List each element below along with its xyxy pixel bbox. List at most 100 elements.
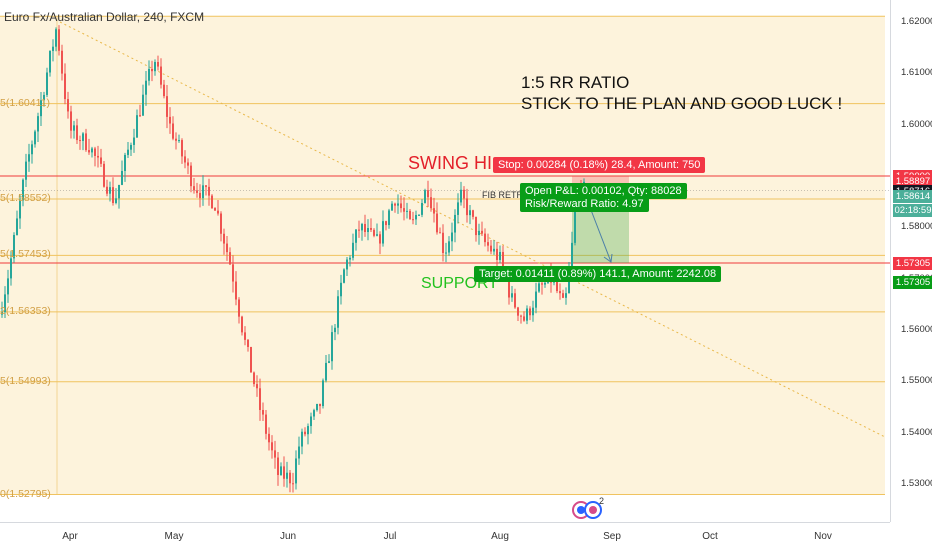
candle-body (268, 433, 270, 443)
candle-body (379, 234, 381, 244)
candle-body (565, 293, 567, 298)
candle-body (373, 229, 375, 236)
candle-body (520, 315, 522, 317)
candle-body (376, 234, 378, 236)
candle-body (415, 214, 417, 220)
candle-body (358, 229, 360, 231)
fib-level-label: 5(1.60411) (0, 96, 51, 109)
candle-body (364, 223, 366, 233)
candle-body (406, 210, 408, 212)
price-tick-label: 1.54000 (901, 426, 932, 438)
candle-body (466, 198, 468, 216)
candle-body (91, 148, 93, 153)
candle-body (481, 230, 483, 234)
candle-body (319, 403, 321, 407)
time-scale[interactable]: Apr May Jun Jul Aug Sep Oct Nov (0, 522, 890, 551)
stop-tag[interactable]: Stop: 0.00284 (0.18%) 28.4, Amount: 750 (493, 157, 706, 173)
candle-body (307, 426, 309, 435)
projection-arrow[interactable] (0, 190, 890, 263)
candle-body (142, 94, 144, 116)
time-tick-label: Aug (491, 531, 509, 542)
candle-body (193, 186, 195, 191)
candle-body (448, 241, 450, 253)
trend-line[interactable] (59, 21, 886, 438)
candle-body (370, 228, 372, 230)
candle-body (538, 283, 540, 292)
candle-body (421, 203, 423, 215)
time-tick-label: Jul (383, 531, 397, 542)
candle-body (211, 195, 213, 209)
candle-body (343, 269, 345, 283)
candle-body (478, 230, 480, 236)
candle-body (43, 94, 45, 101)
time-tick-label: Nov (814, 531, 832, 542)
candle-body (7, 278, 9, 295)
candle-body (22, 179, 24, 201)
candle-body (490, 245, 492, 252)
price-tick-label: 1.62000 (901, 16, 932, 27)
price-tick-label: 1.56000 (901, 323, 932, 335)
candle-body (250, 346, 252, 373)
candle-body (175, 138, 177, 141)
candle-body (385, 221, 387, 226)
chart-area[interactable]: Euro Fx/Australian Dollar, 240, FXCM 1:5… (0, 0, 890, 522)
candle-body (70, 111, 72, 131)
arrow-shaft (590, 209, 612, 263)
logo-badge-number: 2 (599, 497, 604, 506)
candle-body (424, 190, 426, 204)
arrow-head (603, 253, 613, 263)
swing-high-label[interactable]: SWING HI (408, 153, 492, 173)
candle-body (100, 157, 102, 164)
candle-body (313, 410, 315, 417)
candle-body (217, 210, 219, 214)
descending-trendline (59, 21, 886, 438)
candle-body (337, 296, 339, 328)
symbol-title[interactable]: Euro Fx/Australian Dollar, 240, FXCM (4, 10, 205, 24)
candle-body (145, 80, 147, 95)
candle-body (235, 281, 237, 300)
candle-body (325, 362, 327, 381)
candle-body (391, 203, 393, 211)
candle-body (58, 29, 60, 51)
candle-body (265, 414, 267, 434)
target-tag[interactable]: Target: 0.01411 (0.89%) 141.1, Amount: 2… (474, 266, 722, 282)
candle-body (136, 115, 138, 138)
candle-body (442, 232, 444, 253)
candle-body (328, 361, 330, 363)
candle-body (25, 161, 27, 180)
candle-body (562, 293, 564, 298)
price-tick-label: 1.60000 (901, 118, 932, 130)
rr-note[interactable]: 1:5 RR RATIO STICK TO THE PLAN AND GOOD … (521, 72, 842, 114)
fib-retracement[interactable] (0, 15, 890, 496)
candle-body (556, 280, 558, 292)
candle-body (202, 185, 204, 199)
price-chart[interactable] (0, 0, 890, 522)
candle-body (85, 133, 87, 151)
fib-level-label: 5(1.58552) (0, 191, 51, 204)
candle-body (310, 416, 312, 427)
open-pl-tag[interactable]: Open P&L: 0.00102, Qty: 88028 (520, 183, 687, 199)
candle-body (190, 165, 192, 187)
candle-body (229, 252, 231, 265)
candle-body (31, 144, 33, 155)
candle-body (514, 293, 516, 308)
mid-price-tag: 1.58614 (893, 189, 932, 203)
price-tick-label: 1.53000 (901, 477, 932, 489)
candle-body (133, 137, 135, 145)
candle-body (433, 208, 435, 214)
time-tick-label: Apr (62, 531, 78, 542)
candle-body (298, 446, 300, 459)
candle-body (274, 450, 276, 458)
candle-body (205, 185, 207, 187)
risk-reward-tag[interactable]: Risk/Reward Ratio: 4.97 (520, 196, 649, 212)
price-scale[interactable]: 1.620001.610001.600001.590001.580001.570… (890, 0, 932, 522)
candle-body (199, 192, 201, 199)
candle-body (511, 293, 513, 298)
candle-body (499, 251, 501, 260)
candle-body (523, 316, 525, 321)
candle-body (13, 234, 15, 259)
candle-body (403, 208, 405, 212)
candle-body (535, 291, 537, 308)
candle-body (256, 384, 258, 389)
candle-body (361, 223, 363, 231)
